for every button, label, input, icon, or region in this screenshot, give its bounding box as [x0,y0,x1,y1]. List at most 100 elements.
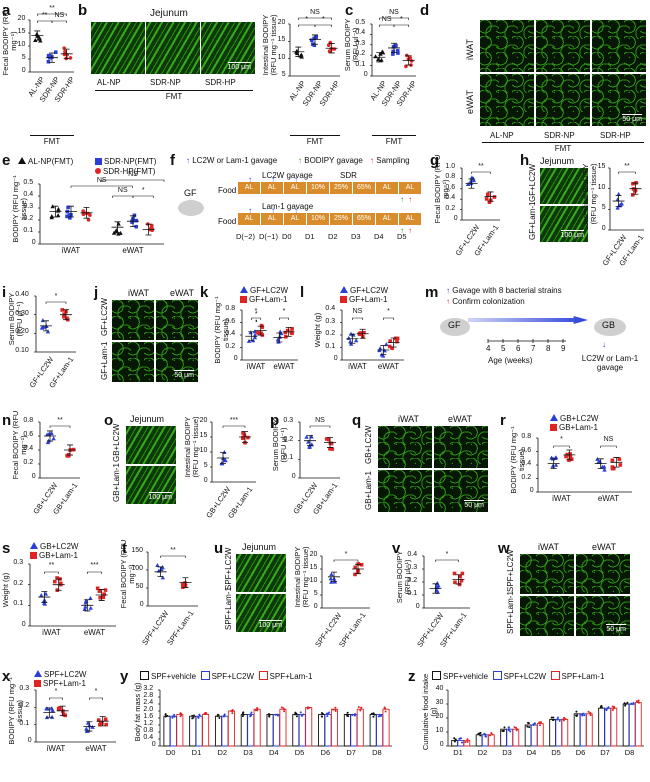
bar [634,702,642,747]
y-tick-label: 40 [435,685,444,692]
y-tick-label: 0.4 [225,330,236,337]
x-tick-label: D8 [372,748,382,757]
y-tick-label: 1.2 [143,720,154,727]
arrow-up-icon: ↑ [294,175,298,184]
data-point [43,591,49,596]
data-point [309,434,314,439]
jejunum-image [540,168,588,204]
bar [573,713,581,747]
data-point [283,710,286,713]
data-point [88,213,92,217]
mean-error-bar [612,195,625,208]
chart-h [608,167,644,231]
bar [189,715,197,747]
data-point [49,431,54,436]
arrow-up-icon: ↑ [408,195,412,204]
chart-o [210,421,256,483]
jejunum-image: 100 μm [126,466,176,504]
square-icon [240,296,247,303]
food-label: Food [218,186,237,195]
data-point [52,579,57,584]
data-point [307,444,312,449]
x-tick-label: eWAT [122,246,144,255]
significance-label: * [54,293,58,300]
data-point [240,436,245,440]
y-tick-label: 0.3 [13,559,24,566]
data-point [460,571,465,576]
data-point [372,715,375,718]
food-box: AL [399,213,421,225]
data-point [353,565,357,570]
mean-error-bar [465,178,478,189]
chart-r [536,437,632,493]
x-tick-label: iWAT [552,494,571,503]
y-tick-label: 20 [199,417,208,424]
data-point [612,707,615,710]
data-point [65,316,69,321]
row-label: GB+Lam-1 [364,471,373,510]
legend-x: SPF+LC2W SPF+Lam-1 [34,670,86,688]
data-point [101,595,106,600]
x-tick-label: iWAT [348,362,367,371]
row-label: GF+Lam-1 [528,201,537,240]
data-point [149,225,153,230]
mean-error-bar [80,207,93,219]
chart-s [28,563,116,627]
data-point [37,35,42,40]
bar [169,715,177,747]
data-point [334,708,337,711]
significance-label: NS [54,12,65,19]
data-point [348,339,353,344]
data-point [68,216,72,220]
arrow-down-icon: ↓ [602,340,606,349]
data-point [304,434,309,439]
data-point [346,711,349,714]
arrow-up-icon: ↑ [400,195,404,204]
panel-label-p: p [270,412,280,429]
data-point [466,740,469,743]
data-point [637,700,640,703]
y-tick-label: 20 [17,15,26,22]
x-tick-label: D5 [294,748,305,757]
y-tick-label: 0 [21,621,26,628]
data-point [391,45,396,49]
data-point [362,330,366,335]
data-point [193,714,196,717]
bar [585,713,593,747]
data-point [250,338,256,343]
arrow-up-icon: ↑ [446,297,450,306]
fmt-caption-a: FMT [30,135,74,146]
bar [376,714,384,747]
bar [604,707,612,747]
triangle-icon [550,414,558,421]
mean-error-bar [46,52,58,63]
square-icon [550,424,557,431]
square-icon [432,671,441,680]
bar [292,714,300,747]
data-point [391,52,395,56]
mean-error-bar [346,333,359,344]
significance-label: * [254,311,258,318]
data-point [62,52,67,57]
y-tick-label: 20 [435,713,444,720]
data-point [102,592,106,596]
mean-error-bar [429,583,442,594]
significance-label: * [282,308,286,315]
data-point [40,318,46,323]
data-point [619,201,624,206]
y-tick-label: 0.4 [143,734,154,741]
panel-label-f: f [170,152,175,169]
data-point [513,726,516,729]
age-caption: Age (weeks) [488,356,533,365]
scale-bar: 100 μm [149,492,173,501]
panel-label-v: v [392,540,401,557]
mean-error-bar [56,705,69,716]
col-label: iWAT [538,542,559,552]
bar [369,714,377,747]
img-label: SDR-HP [205,78,236,87]
data-point [289,330,294,335]
y-tick-label: 0.4 [23,191,34,198]
significance-label: NS [96,177,107,184]
data-point [46,59,51,64]
significance-label: *** [229,417,239,424]
